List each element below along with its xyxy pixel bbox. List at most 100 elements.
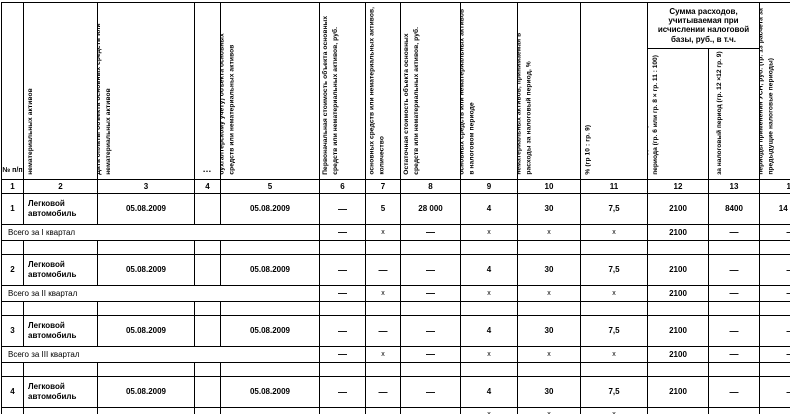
cell-col-8: —: [400, 285, 461, 302]
cell-col-8: —: [400, 224, 461, 241]
cell-col-13: 8400: [708, 193, 760, 225]
cell-col-14: [759, 362, 790, 377]
cell-col-8: —: [400, 346, 461, 363]
dash-mark: —: [729, 386, 739, 397]
cell-col-8: —: [400, 254, 461, 286]
x-mark: x: [612, 411, 616, 414]
cell-col-12: [647, 240, 709, 255]
cell-col-10: 30: [517, 254, 581, 286]
col-header-ellipsis: …: [194, 2, 221, 180]
cell-col-10: [517, 301, 581, 316]
x-mark: x: [487, 411, 491, 414]
cell-col-6: [319, 301, 366, 316]
cell-col-4: [194, 240, 221, 255]
cell-col-6: [319, 362, 366, 377]
dash-mark: —: [378, 386, 388, 397]
dash-mark: —: [729, 349, 739, 360]
dash-mark: —: [787, 326, 790, 336]
cell-col-14: 14 000: [759, 193, 790, 225]
cell-col-13: —: [708, 407, 760, 414]
cell-col-7: [365, 362, 401, 377]
cell-col-9: x: [460, 285, 518, 302]
cell-col-9: [460, 362, 518, 377]
col-header-object-name: Наименование объекта основных средств ил…: [23, 2, 98, 180]
cell-col-6: [319, 240, 366, 255]
cell-col-1: 3: [1, 315, 24, 347]
dash-mark: —: [426, 288, 435, 299]
x-mark: x: [381, 290, 385, 298]
dash-mark: —: [787, 387, 790, 397]
column-number: 12: [647, 179, 709, 194]
cell-col-10: x: [517, 407, 581, 414]
cell-col-10: [517, 362, 581, 377]
dash-mark: —: [787, 349, 790, 359]
cell-col-4: [194, 315, 221, 347]
dash-mark: —: [729, 227, 739, 238]
x-mark: x: [487, 351, 491, 359]
column-number: 10: [517, 179, 581, 194]
column-number: 11: [580, 179, 648, 194]
cell-col-4: [194, 376, 221, 408]
cell-col-2: [23, 362, 98, 377]
col-header-useful-life: Срок полезного использования объекта осн…: [365, 2, 401, 180]
column-number: 4: [194, 179, 221, 194]
cell-col-3: 05.08.2009: [97, 315, 195, 347]
cell-col-6: —: [319, 346, 366, 363]
x-mark: x: [612, 229, 616, 237]
dash-mark: —: [426, 264, 435, 275]
cell-col-7: x: [365, 346, 401, 363]
cell-col-11: x: [580, 407, 648, 414]
cell-col-7: [365, 407, 401, 414]
cell-col-2: [23, 240, 98, 255]
cell-col-1: [1, 362, 24, 377]
cell-col-9: 4: [460, 254, 518, 286]
x-mark: x: [547, 351, 551, 359]
cell-col-1: [1, 407, 24, 414]
cell-col-14: —: [759, 315, 790, 347]
cell-col-1: 4: [1, 376, 24, 408]
dash-mark: —: [426, 386, 435, 397]
cell-col-2: Легковой автомобиль: [23, 193, 98, 225]
dash-mark: —: [338, 227, 347, 238]
cell-col-2: [23, 407, 98, 414]
cell-col-7: x: [365, 285, 401, 302]
cell-col-13: —: [708, 285, 760, 302]
col-header-quarters-count: личество кварталов эксплуатации объекта …: [460, 2, 518, 180]
column-number: 14: [759, 179, 790, 194]
cell-col-10: x: [517, 285, 581, 302]
cell-col-10: x: [517, 224, 581, 241]
cell-col-13: [708, 240, 760, 255]
cell-col-8: —: [400, 376, 461, 408]
cell-col-8: [400, 362, 461, 377]
cell-col-12: [647, 407, 709, 414]
dash-mark: —: [338, 349, 347, 360]
cell-col-10: [517, 240, 581, 255]
cell-col-11: 7,5: [580, 376, 648, 408]
cell-col-11: x: [580, 224, 648, 241]
cell-col-4: [194, 301, 221, 316]
x-mark: x: [381, 229, 385, 237]
dash-mark: —: [426, 325, 435, 336]
cell-col-4: [194, 254, 221, 286]
table-row: 1 Легковой автомобиль 05.08.2009 05.08.2009…: [1, 193, 790, 225]
col-header-expense-amount-group: Сумма расходов, учитываемая при исчислен…: [647, 2, 760, 49]
column-number: 7: [365, 179, 401, 194]
cell-col-3: [97, 362, 195, 377]
cell-col-12: 2100: [647, 315, 709, 347]
cell-col-9: 4: [460, 315, 518, 347]
cell-col-8: 28 000: [400, 193, 461, 225]
cell-col-12: 2100: [647, 193, 709, 225]
cell-col-13: [708, 301, 760, 316]
x-mark: x: [547, 290, 551, 298]
cell-col-8: [400, 301, 461, 316]
column-number: 13: [708, 179, 760, 194]
cell-col-13: —: [708, 346, 760, 363]
col-header-share-per-period: Доля стоимости объекта основных средств …: [517, 2, 581, 180]
cell-col-7: 5: [365, 193, 401, 225]
cell-col-5: 05.08.2009: [220, 315, 320, 347]
cell-col-12: 2100: [647, 224, 709, 241]
cell-col-6: —: [319, 315, 366, 347]
dash-mark: —: [338, 288, 347, 299]
cell-col-12: 2100: [647, 346, 709, 363]
cell-col-8: —: [400, 315, 461, 347]
